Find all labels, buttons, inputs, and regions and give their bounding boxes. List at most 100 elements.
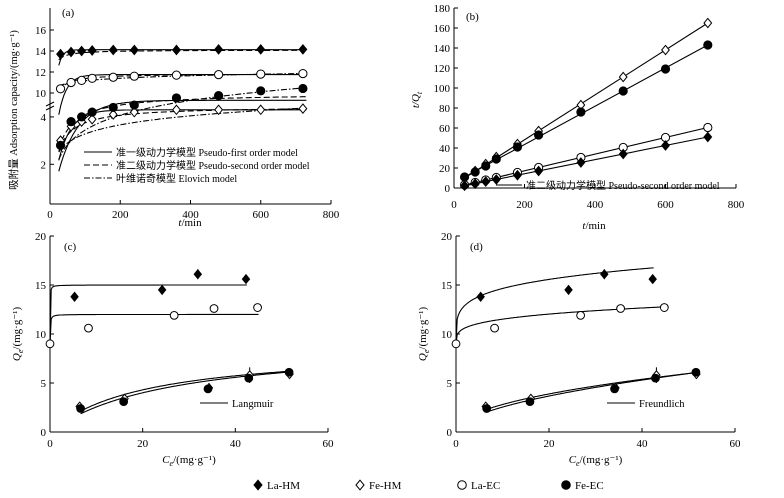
panel-c-legend-label: Langmuir — [232, 399, 274, 410]
panel-a-point-fe-ec — [256, 86, 266, 96]
panel-b-point-la-hm — [618, 148, 628, 160]
panel-a-point-la-ec — [298, 68, 308, 79]
panel-d-xlabel: Ce/(mg·g⁻¹) — [569, 454, 623, 468]
panel-c-point-fe-ec — [244, 373, 254, 383]
panel-b-fit-line-la-ec — [464, 126, 708, 186]
panel-a-point-fe-ec — [108, 102, 118, 113]
panel-b-xtick-label: 0 — [451, 199, 457, 211]
panel-c-ylabel: Qe/(mg·g⁻¹) — [11, 307, 25, 362]
panel-b-ytick-label: 60 — [439, 123, 451, 135]
panel-a-point-la-ec — [171, 70, 182, 80]
panel-d-point-la-ec — [616, 304, 626, 313]
figure-legend-marker-la-ec — [457, 480, 467, 490]
panel-c-xtick-label: 20 — [137, 438, 149, 450]
panel-d-xtick-label: 40 — [637, 438, 649, 450]
panel-a-point-la-ec — [87, 73, 97, 83]
panel-a-xtick-label: 200 — [112, 209, 129, 221]
panel-d-xtick-label: 60 — [730, 438, 742, 450]
panel-b-point-fe-ec — [512, 142, 523, 152]
panel-a-point-fe-hm — [87, 113, 97, 125]
panel-b-point-fe-ec — [618, 86, 628, 96]
figure-legend-label-la-ec: La-EC — [471, 480, 500, 492]
panel-b-point-la-hm — [513, 169, 522, 181]
panel-d-fit-line-la-ec — [455, 306, 666, 344]
panel-a-point-la-hm — [56, 48, 65, 60]
panel-c-point-fe-ec — [284, 367, 294, 377]
panel-c-fit-line-fe-ec — [80, 371, 291, 415]
panel-b-point-la-hm — [661, 140, 670, 151]
pfo-fit-line-fe-ec — [58, 99, 307, 172]
panel-a-point-la-hm — [108, 44, 118, 56]
panel-d-fit-line-fe-ec — [486, 371, 698, 413]
panel-b-ytick-label: 140 — [434, 43, 451, 55]
panel-d-point-la-ec — [490, 323, 499, 333]
panel-b-fit-line-fe-ec — [464, 44, 709, 178]
axis-break-mark — [45, 101, 55, 107]
panel-a-point-la-ec — [256, 69, 266, 79]
pso-fit-line-fe-hm — [58, 108, 307, 152]
pso-fit-line-fe-ec — [58, 96, 307, 150]
panel-c-point-la-hm — [70, 291, 79, 302]
panel-b-label: (b) — [466, 11, 479, 23]
elovich-fit-line-fe-hm — [58, 107, 307, 153]
panel-c-fit-line-fe-hm — [79, 370, 291, 413]
panel-c-point-la-ec — [84, 323, 93, 333]
pfo-fit-line-la-hm — [58, 49, 307, 66]
panel-a-label: (a) — [62, 7, 75, 19]
panel-a-point-la-ec — [108, 72, 118, 82]
panel-a-point-la-hm — [87, 45, 97, 56]
panel-d-ytick-label: 20 — [441, 231, 453, 243]
panel-d-point-fe-ec — [610, 384, 619, 394]
panel-a-point-la-hm — [77, 45, 87, 57]
panel-b-point-fe-hm — [661, 44, 670, 56]
panel-c-point-fe-ec — [119, 397, 129, 407]
axis-break-mark — [45, 105, 55, 111]
panel-a-point-fe-hm — [129, 106, 139, 118]
panel-b-ytick-label: 20 — [439, 163, 451, 175]
panel-a-point-fe-ec — [87, 107, 97, 117]
panel-a-ytick-label: 16 — [35, 25, 47, 37]
panel-a-point-la-hm — [172, 44, 181, 56]
panel-b-point-fe-ec — [470, 167, 480, 177]
panel-b-point-fe-hm — [703, 17, 713, 29]
panel-a-ylabel: 吸附量 Adsorption capacity/(mg·g⁻¹) — [7, 30, 20, 190]
panel-a-xlabel: t/min — [178, 217, 202, 229]
panel-a-ytick-label: 14 — [35, 46, 47, 58]
panel-b-ytick-label: 0 — [445, 183, 451, 195]
panel-c-xtick-label: 40 — [230, 438, 242, 450]
panel-d-point-la-hm — [564, 284, 573, 296]
panel-c-xtick-label: 60 — [323, 438, 335, 450]
panel-a-xtick-label: 400 — [182, 209, 199, 221]
panel-c-xtick-label: 0 — [47, 438, 53, 450]
panel-a-point-fe-ec — [214, 90, 224, 101]
panel-c-point-fe-ec — [76, 404, 85, 413]
panel-b-xtick-label: 200 — [516, 199, 533, 211]
panel-b-point-fe-ec — [703, 40, 713, 50]
panel-a-point-fe-ec — [77, 112, 87, 122]
panel-d-xtick-label: 20 — [544, 438, 556, 450]
panel-d-ylabel: Qe/(mg·g⁻¹) — [417, 307, 431, 362]
panel-d-point-fe-ec — [482, 404, 492, 413]
panel-c-fit-line-la-ec — [49, 313, 259, 344]
panel-a-point-fe-ec — [66, 117, 76, 127]
panel-a-legend-label: 准二级动力学模型 Pseudo-second order model — [116, 159, 310, 172]
panel-c-point-la-ec — [253, 303, 262, 312]
panel-b-xtick-label: 800 — [728, 199, 745, 211]
panel-a-point-la-ec — [77, 75, 87, 86]
panel-a-point-fe-hm — [108, 109, 118, 120]
panel-b-point-la-hm — [534, 165, 544, 177]
panel-b-point-fe-ec — [459, 172, 470, 182]
panel-d-point-fe-ec — [691, 367, 701, 377]
panel-d-point-la-ec — [451, 339, 461, 349]
panel-b-ytick-label: 160 — [434, 23, 451, 35]
panel-a-point-fe-hm — [172, 104, 181, 116]
panel-b-point-fe-ec — [576, 107, 586, 117]
panel-a-point-la-hm — [298, 44, 308, 55]
panel-c-ytick-label: 0 — [41, 427, 47, 439]
panel-c-fit-line-la-hm — [49, 284, 247, 344]
panel-b-xlabel: t/min — [582, 220, 606, 232]
panel-a-xtick-label: 800 — [323, 209, 340, 221]
panel-a-xtick-label: 0 — [47, 209, 53, 221]
panel-a-point-la-hm — [129, 44, 139, 56]
